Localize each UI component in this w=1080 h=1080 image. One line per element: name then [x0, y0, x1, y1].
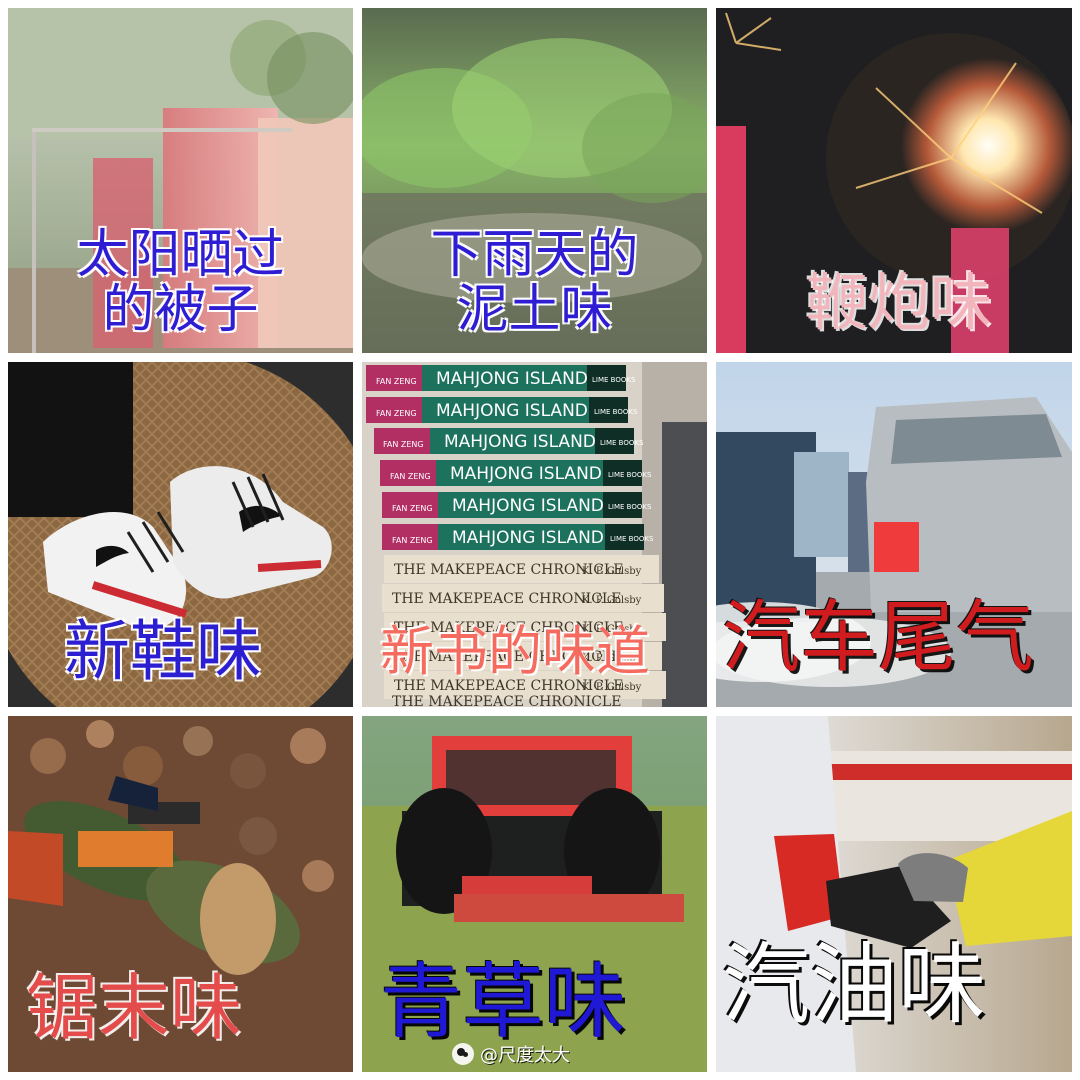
label-rain-soil: 下雨天的 泥土味 [430, 225, 639, 340]
book-spine-7: THE MAKEPEACE CHRONICLE [394, 562, 623, 578]
tile-grass: 青草味 [362, 716, 707, 1072]
watermark: @尺度太大 [452, 1040, 652, 1068]
tile-rain-soil: 下雨天的 泥土味 [362, 8, 707, 353]
book-spine-1: MAHJONG ISLAND [436, 369, 588, 389]
author-bottom-3: K. P. Golsby [582, 624, 642, 635]
new-shoes-photo [8, 362, 353, 707]
author-top-6: FAN ZENG [392, 536, 433, 545]
tile-sun-dried-quilt: 太阳晒过 的被子 [8, 8, 353, 353]
rain-soil-photo [362, 8, 707, 353]
publisher-1: LIME BOOKS [592, 376, 636, 384]
weibo-icon [452, 1043, 474, 1065]
author-bottom-1: K. P. Golsby [582, 566, 642, 577]
firecracker-photo [716, 8, 1072, 353]
label-grass: 青草味 [380, 955, 627, 1050]
book-spine-11: THE MAKEPEACE CHRONICLE [394, 678, 623, 694]
author-top-4: FAN ZENG [390, 472, 431, 481]
author-bottom-2: K. P. Golsby [582, 595, 642, 606]
author-top-5: FAN ZENG [392, 504, 433, 513]
book-spine-4: MAHJONG ISLAND [450, 464, 602, 484]
book-spine-8: THE MAKEPEACE CHRONICLE [392, 591, 621, 607]
book-spine-text-layer: FAN ZENG MAHJONG ISLAND LIME BOOKS FAN Z… [376, 369, 654, 707]
publisher-6: LIME BOOKS [610, 535, 654, 543]
label-new-books: 新书的味道 [380, 620, 650, 683]
label-firecracker: 鞭炮味 [806, 266, 993, 339]
car-exhaust-photo [716, 362, 1072, 707]
label-sun-dried-quilt: 太阳晒过 的被子 [76, 225, 285, 340]
gasoline-photo [716, 716, 1072, 1072]
tile-firecracker: 鞭炮味 [716, 8, 1072, 353]
grass-photo [362, 716, 707, 1072]
tile-car-exhaust: 汽车尾气 [716, 362, 1072, 707]
tile-new-books: FAN ZENG MAHJONG ISLAND LIME BOOKS FAN Z… [362, 362, 707, 707]
sun-dried-quilt-photo [8, 8, 353, 353]
label-gasoline: 汽油味 [722, 933, 987, 1036]
tile-new-shoes: 新鞋味 [8, 362, 353, 707]
publisher-4: LIME BOOKS [608, 471, 652, 479]
publisher-5: LIME BOOKS [608, 503, 652, 511]
new-books-photo [362, 362, 707, 707]
book-spine-12: THE MAKEPEACE CHRONICLE [392, 694, 621, 707]
book-spine-2: MAHJONG ISLAND [436, 401, 588, 421]
publisher-2: LIME BOOKS [594, 408, 638, 416]
publisher-3: LIME BOOKS [600, 439, 644, 447]
label-car-exhaust: 汽车尾气 [722, 593, 1035, 683]
book-spine-3: MAHJONG ISLAND [444, 432, 596, 452]
label-sawdust: 锯末味 [26, 966, 243, 1050]
book-spine-10: THE MAKEPEACE CHRONICLE [392, 649, 621, 665]
book-spine-9: THE MAKEPEACE CHRONICLE [394, 620, 623, 636]
book-spine-5: MAHJONG ISLAND [452, 496, 604, 516]
book-spine-6: MAHJONG ISLAND [452, 528, 604, 548]
author-top-2: FAN ZENG [376, 409, 417, 418]
author-top-3: FAN ZENG [383, 440, 424, 449]
sawdust-photo [8, 716, 353, 1072]
author-top-1: FAN ZENG [376, 377, 417, 386]
tile-gasoline: 汽油味 [716, 716, 1072, 1072]
label-new-shoes: 新鞋味 [64, 613, 262, 690]
watermark-text: @尺度太大 [480, 1045, 570, 1066]
tile-sawdust: 锯末味 [8, 716, 353, 1072]
author-bottom-5: K. P. Golsby [582, 682, 642, 693]
author-bottom-4: K. P. Golsby [582, 653, 642, 664]
